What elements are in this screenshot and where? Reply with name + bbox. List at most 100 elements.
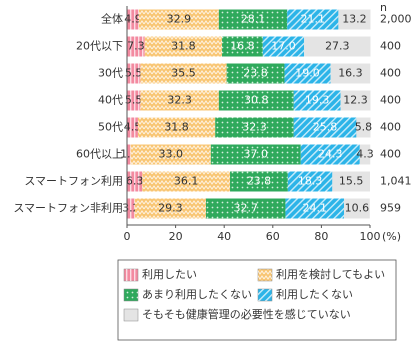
legend-label: あまり利用したくない [142, 288, 252, 301]
x-tick-label: 60 [266, 230, 280, 243]
bar-pattern [300, 144, 360, 165]
value-label: 4.5 [124, 121, 142, 134]
legend-label: 利用したくない [276, 288, 353, 301]
bar-pattern [127, 144, 131, 165]
bar-pattern [284, 63, 331, 84]
bar-pattern [262, 36, 305, 57]
bar-pattern [137, 117, 216, 138]
bar-pattern [144, 36, 223, 57]
value-label: 21.1 [301, 13, 326, 26]
bar-pattern [127, 117, 138, 138]
n-label: 400 [380, 121, 401, 134]
category-label: 30代 [98, 67, 123, 80]
value-label: 23.8 [243, 67, 268, 80]
bar-segment [338, 9, 371, 30]
bar-pattern [226, 63, 285, 84]
n-header: n [380, 1, 387, 14]
x-tick-label: 100 [360, 230, 381, 243]
bar-pattern [127, 63, 141, 84]
category-label: 40代 [98, 94, 123, 107]
value-label: 10.6 [345, 202, 370, 215]
value-label: 16.8 [230, 40, 255, 53]
bar-pattern [127, 171, 143, 192]
bar-pattern [293, 117, 357, 138]
legend-pattern [124, 289, 138, 301]
value-label: 17.0 [271, 40, 296, 53]
bar-pattern [130, 144, 211, 165]
x-tick-label: 40 [217, 230, 231, 243]
value-label: 12.3 [343, 94, 368, 107]
category-label: スマートフォン非利用 [13, 202, 123, 215]
bar-pattern [140, 90, 219, 111]
bar-pattern [287, 9, 339, 30]
n-label: 1,041 [380, 175, 412, 188]
value-label: 37.0 [244, 148, 269, 161]
bar-pattern [218, 90, 294, 111]
value-label: 32.7 [233, 202, 258, 215]
category-label: 50代 [98, 121, 123, 134]
bar-pattern [127, 90, 141, 111]
value-label: 5.8 [355, 121, 373, 134]
value-label: 4.3 [356, 148, 374, 161]
bar-pattern [293, 90, 341, 111]
value-label: 28.1 [241, 13, 266, 26]
bar-pattern [222, 36, 263, 57]
bar-pattern [230, 171, 288, 192]
x-tick-label: 80 [314, 230, 328, 243]
value-label: 25.8 [313, 121, 338, 134]
value-label: 19.0 [295, 67, 320, 80]
n-label: 400 [380, 94, 401, 107]
value-label: 32.3 [167, 94, 192, 107]
bar-pattern [138, 9, 219, 30]
value-label: 23.8 [247, 175, 272, 188]
value-label: 27.3 [325, 40, 350, 53]
value-label: 31.8 [171, 40, 196, 53]
bar-pattern [140, 63, 227, 84]
value-label: 24.1 [302, 202, 327, 215]
legend-label: 利用を検討してもよい [276, 267, 385, 281]
category-label: 60代以上 [76, 148, 123, 161]
bar-segment [332, 171, 370, 192]
n-label: 400 [380, 67, 401, 80]
category-label: スマートフォン利用 [24, 175, 123, 188]
legend-pattern [124, 269, 138, 281]
legend-box [117, 259, 397, 341]
category-label: 全体 [101, 12, 123, 26]
n-label: 400 [380, 148, 401, 161]
value-label: 33.0 [158, 148, 183, 161]
n-label: 400 [380, 40, 401, 53]
value-label: 5.5 [125, 67, 143, 80]
value-label: 15.5 [339, 175, 364, 188]
bar-pattern [215, 117, 294, 138]
value-label: 7.3 [127, 40, 145, 53]
bar-pattern [134, 198, 206, 219]
value-label: 24.3 [318, 148, 343, 161]
value-label: 19.3 [305, 94, 330, 107]
n-label: 959 [380, 202, 401, 215]
value-label: 35.5 [171, 67, 196, 80]
bar-pattern [218, 9, 288, 30]
legend-pattern [258, 269, 272, 281]
bar-segment [304, 36, 371, 57]
value-label: 29.3 [158, 202, 183, 215]
x-unit: (%) [382, 230, 401, 243]
legend-label: そもそも健康管理の必要性を感じていない [142, 307, 351, 321]
legend-label: 利用したい [142, 268, 197, 281]
value-label: 6.3 [126, 175, 144, 188]
value-label: 32.3 [242, 121, 267, 134]
value-label: 32.9 [167, 13, 192, 26]
value-label: 18.3 [298, 175, 323, 188]
bar-pattern [287, 171, 333, 192]
bar-segment [343, 198, 370, 219]
legend-swatch [123, 308, 139, 322]
bar-segment [359, 144, 371, 165]
legend-pattern [258, 289, 272, 301]
value-label: 30.8 [244, 94, 269, 107]
value-label: 36.1 [174, 175, 199, 188]
n-label: 2,000 [380, 13, 412, 26]
bar-pattern [142, 171, 231, 192]
bar-pattern [127, 9, 139, 30]
bar-pattern [127, 198, 135, 219]
value-label: 16.3 [338, 67, 363, 80]
